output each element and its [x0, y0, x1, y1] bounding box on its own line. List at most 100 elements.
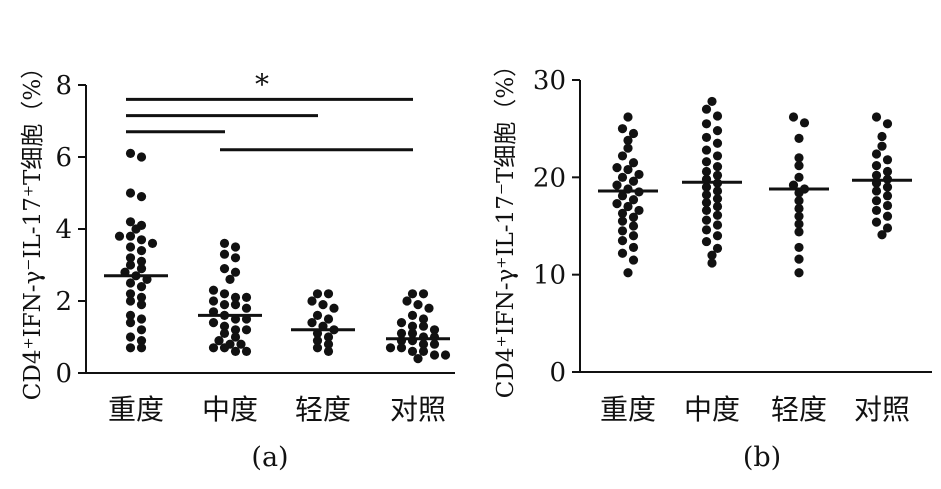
data-point	[882, 200, 893, 211]
data-point	[125, 242, 136, 252]
data-point	[230, 332, 241, 342]
data-point	[219, 238, 230, 248]
y-tick-label: 0	[549, 358, 566, 388]
data-point	[794, 211, 804, 221]
data-point	[871, 112, 882, 122]
x-category-label: 轻度	[771, 393, 827, 426]
data-point	[396, 343, 407, 353]
data-point	[794, 219, 804, 229]
data-point	[136, 235, 147, 245]
mean-lines-b	[598, 178, 912, 193]
data-point	[712, 210, 723, 220]
data-point	[877, 230, 887, 240]
data-point	[125, 217, 136, 227]
data-point	[628, 221, 639, 231]
x-category-labels-a: 重度 中度 轻度 对照	[108, 393, 446, 426]
data-point	[396, 328, 407, 338]
data-point	[225, 274, 235, 284]
data-point	[214, 336, 224, 346]
data-point	[634, 205, 644, 216]
data-point	[701, 236, 712, 247]
data-point	[418, 346, 429, 356]
data-point	[125, 148, 136, 158]
data-point	[131, 224, 141, 234]
data-point	[241, 346, 252, 356]
data-point	[794, 268, 804, 278]
data-point	[871, 170, 882, 180]
data-point	[329, 303, 339, 313]
data-point	[617, 124, 628, 134]
data-point	[136, 343, 147, 353]
data-point	[230, 242, 241, 252]
data-point	[701, 166, 712, 177]
data-point	[385, 343, 396, 353]
data-point	[871, 205, 882, 216]
x-category-label: 中度	[684, 393, 740, 426]
data-point	[712, 201, 723, 212]
data-point	[318, 300, 328, 310]
data-point	[707, 258, 717, 268]
data-point	[136, 282, 147, 292]
data-point	[628, 128, 639, 139]
data-point	[623, 268, 633, 278]
data-point	[628, 231, 639, 241]
data-point	[312, 289, 323, 299]
data-point	[125, 296, 136, 306]
data-point	[612, 199, 622, 209]
data-point	[323, 289, 334, 299]
x-category-label: 重度	[108, 393, 164, 426]
data-point	[794, 203, 804, 214]
data-point	[871, 186, 882, 196]
data-point	[882, 223, 893, 233]
y-tick-label: 0	[55, 359, 72, 389]
data-point	[219, 249, 230, 259]
data-point	[241, 292, 252, 302]
data-point	[701, 104, 712, 114]
data-point	[617, 172, 628, 182]
data-point	[230, 346, 241, 356]
data-point	[407, 289, 418, 299]
data-point	[712, 194, 723, 204]
data-point	[136, 192, 147, 202]
data-point	[617, 151, 628, 161]
data-point	[877, 141, 887, 151]
data-point	[871, 217, 882, 227]
data-point	[877, 131, 887, 142]
data-point	[312, 343, 323, 353]
data-point	[114, 231, 125, 241]
data-point	[208, 318, 219, 328]
data-point	[407, 310, 418, 320]
data-point	[125, 310, 136, 320]
data-point	[712, 126, 723, 136]
data-point	[219, 289, 230, 299]
data-point	[794, 153, 804, 163]
data-point	[712, 111, 723, 121]
data-point	[628, 158, 639, 168]
data-point	[241, 325, 252, 335]
mean-lines-a	[104, 274, 450, 341]
data-point	[125, 289, 136, 299]
data-point	[312, 310, 323, 320]
data-point	[136, 325, 147, 335]
data-point	[712, 231, 723, 241]
data-point	[617, 226, 628, 236]
data-point	[712, 138, 723, 148]
data-point	[623, 201, 633, 212]
data-point	[236, 339, 246, 349]
data-point	[617, 216, 628, 226]
data-point	[136, 264, 147, 274]
data-point	[617, 191, 628, 201]
data-point	[701, 157, 712, 167]
x-category-label: 轻度	[295, 393, 351, 426]
data-point	[429, 350, 440, 360]
data-point	[429, 325, 440, 335]
data-point	[136, 152, 147, 162]
data-point	[623, 135, 633, 145]
data-point	[125, 260, 136, 270]
data-point	[230, 267, 241, 277]
panel-label-b: (b)	[743, 442, 781, 473]
data-point	[208, 285, 219, 295]
data-point	[136, 336, 147, 346]
